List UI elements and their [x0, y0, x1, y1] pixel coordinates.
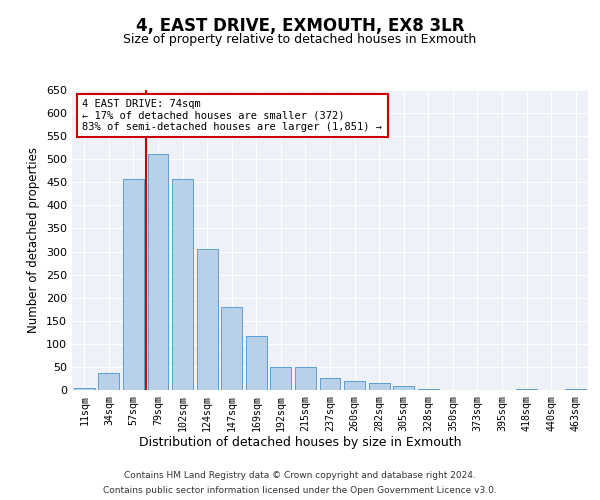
- Bar: [344, 381, 365, 390]
- Text: Size of property relative to detached houses in Exmouth: Size of property relative to detached ho…: [124, 32, 476, 46]
- Text: 4 EAST DRIVE: 74sqm
← 17% of detached houses are smaller (372)
83% of semi-detac: 4 EAST DRIVE: 74sqm ← 17% of detached ho…: [82, 99, 382, 132]
- Bar: [148, 154, 169, 390]
- Bar: [565, 389, 586, 390]
- Text: Distribution of detached houses by size in Exmouth: Distribution of detached houses by size …: [139, 436, 461, 449]
- Bar: [74, 388, 95, 390]
- Bar: [368, 383, 389, 390]
- Bar: [393, 386, 414, 390]
- Text: Contains public sector information licensed under the Open Government Licence v3: Contains public sector information licen…: [103, 486, 497, 495]
- Bar: [197, 249, 218, 390]
- Text: Contains HM Land Registry data © Crown copyright and database right 2024.: Contains HM Land Registry data © Crown c…: [124, 471, 476, 480]
- Bar: [98, 373, 119, 390]
- Bar: [516, 389, 537, 390]
- Bar: [295, 367, 316, 390]
- Bar: [246, 336, 267, 390]
- Bar: [320, 378, 340, 390]
- Bar: [221, 307, 242, 390]
- Bar: [123, 178, 144, 390]
- Text: 4, EAST DRIVE, EXMOUTH, EX8 3LR: 4, EAST DRIVE, EXMOUTH, EX8 3LR: [136, 18, 464, 36]
- Bar: [418, 388, 439, 390]
- Bar: [271, 367, 292, 390]
- Y-axis label: Number of detached properties: Number of detached properties: [28, 147, 40, 333]
- Bar: [172, 179, 193, 390]
